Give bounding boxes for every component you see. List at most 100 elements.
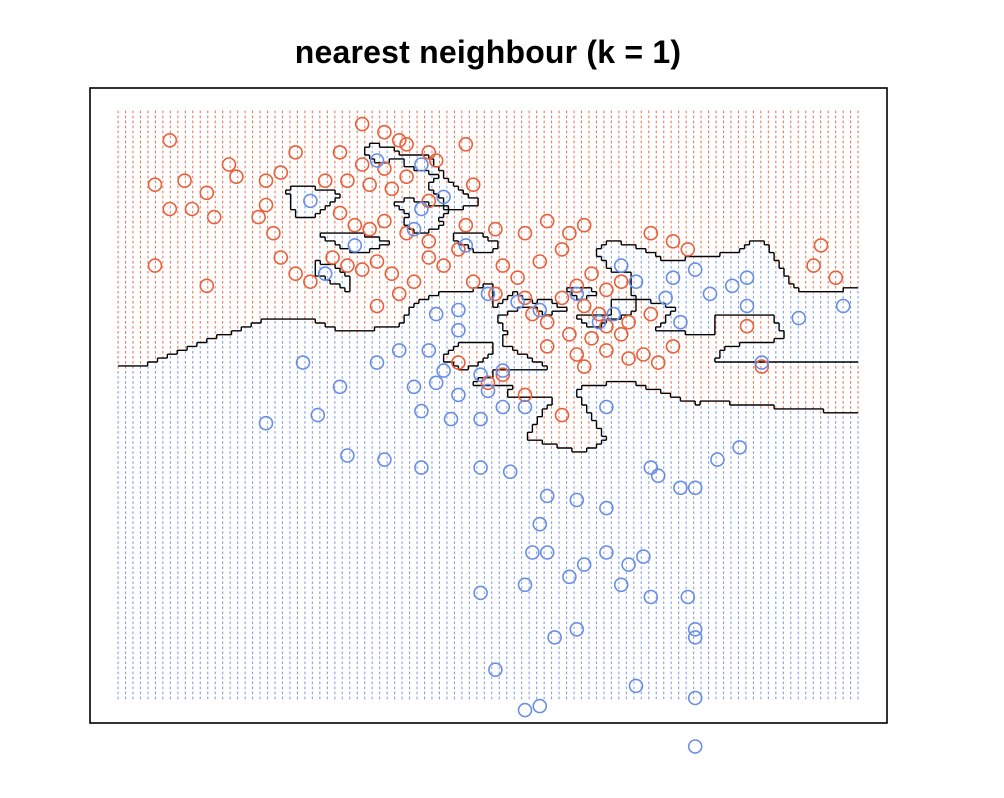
point-orange-18	[288, 266, 303, 282]
point-blue-54	[732, 440, 747, 455]
point-blue-40	[569, 492, 585, 508]
point-blue-72	[791, 310, 807, 326]
point-blue-73	[835, 298, 851, 314]
point-orange-56	[451, 242, 466, 257]
point-blue-34	[340, 448, 355, 463]
point-orange-70	[488, 286, 503, 302]
point-orange-87	[495, 367, 511, 383]
point-blue-63	[547, 630, 562, 645]
point-orange-35	[465, 177, 481, 192]
point-blue-87	[569, 286, 585, 302]
point-orange-69	[517, 290, 533, 306]
point-orange-51	[369, 254, 385, 269]
point-orange-96	[613, 326, 629, 342]
point-blue-81	[628, 678, 644, 694]
point-orange-17	[273, 250, 289, 265]
point-blue-12	[532, 302, 548, 318]
point-blue-69	[687, 262, 703, 277]
point-orange-38	[362, 221, 377, 237]
point-blue-39	[539, 488, 555, 504]
point-blue-26	[517, 399, 533, 415]
point-orange-57	[465, 274, 481, 290]
point-orange-71	[539, 314, 555, 330]
point-orange-78	[621, 351, 636, 366]
point-blue-52	[643, 460, 659, 475]
point-orange-31	[340, 173, 355, 188]
point-orange-88	[643, 225, 659, 241]
point-blue-16	[391, 343, 407, 358]
prediction-grid	[117, 110, 859, 700]
point-orange-24	[458, 137, 474, 152]
point-blue-6	[414, 201, 429, 217]
point-orange-10	[199, 278, 215, 294]
point-orange-65	[613, 274, 629, 290]
point-blue-14	[451, 322, 466, 338]
point-orange-98	[665, 339, 681, 354]
point-orange-89	[665, 234, 681, 249]
point-blue-67	[628, 274, 644, 290]
point-orange-67	[576, 298, 592, 314]
point-orange-68	[591, 306, 607, 322]
point-orange-26	[354, 157, 370, 172]
point-orange-28	[399, 169, 414, 184]
point-orange-76	[539, 339, 555, 354]
point-blue-49	[650, 468, 666, 484]
point-orange-20	[377, 124, 392, 140]
point-orange-30	[317, 173, 333, 188]
point-blue-38	[502, 464, 518, 480]
point-orange-60	[532, 254, 548, 269]
point-orange-9	[147, 258, 163, 273]
point-orange-25	[332, 145, 348, 160]
point-blue-74	[673, 314, 688, 330]
point-blue-17	[369, 355, 385, 370]
point-blue-35	[377, 452, 392, 467]
point-orange-32	[362, 177, 377, 192]
point-orange-33	[384, 181, 400, 197]
point-orange-77	[599, 343, 614, 358]
point-orange-1	[221, 157, 237, 172]
point-orange-82	[643, 306, 659, 322]
point-blue-20	[406, 379, 422, 395]
point-blue-79	[687, 630, 703, 645]
point-orange-29	[428, 153, 444, 168]
point-blue-23	[495, 363, 511, 378]
point-orange-79	[636, 347, 651, 362]
point-orange-11	[258, 197, 274, 213]
point-blue-31	[310, 407, 326, 423]
point-orange-41	[421, 234, 437, 249]
point-blue-64	[599, 399, 614, 415]
point-blue-22	[473, 367, 488, 383]
point-orange-54	[421, 250, 437, 265]
point-blue-85	[532, 698, 548, 714]
point-orange-48	[325, 250, 340, 265]
point-blue-66	[613, 258, 629, 273]
point-blue-7	[406, 221, 422, 237]
point-orange-49	[340, 258, 355, 273]
point-blue-13	[428, 306, 444, 322]
point-orange-40	[399, 225, 414, 241]
point-orange-55	[436, 258, 451, 273]
point-orange-47	[576, 217, 592, 233]
point-blue-45	[576, 557, 592, 572]
point-orange-62	[569, 278, 585, 294]
point-orange-12	[288, 145, 303, 160]
point-blue-0	[303, 193, 318, 209]
point-orange-97	[576, 359, 592, 374]
point-orange-73	[584, 330, 599, 346]
point-blue-19	[428, 375, 444, 391]
point-blue-75	[665, 270, 681, 286]
point-blue-47	[621, 557, 636, 572]
point-orange-50	[354, 262, 370, 277]
point-blue-76	[702, 286, 718, 302]
point-orange-83	[369, 298, 385, 314]
point-orange-91	[739, 318, 755, 334]
point-orange-21	[391, 133, 407, 148]
point-orange-27	[377, 161, 392, 176]
point-orange-22	[399, 137, 414, 152]
point-blue-30	[332, 379, 348, 395]
point-blue-46	[599, 545, 614, 560]
point-orange-0	[162, 133, 178, 148]
point-orange-5	[229, 169, 244, 184]
point-orange-6	[162, 201, 178, 217]
